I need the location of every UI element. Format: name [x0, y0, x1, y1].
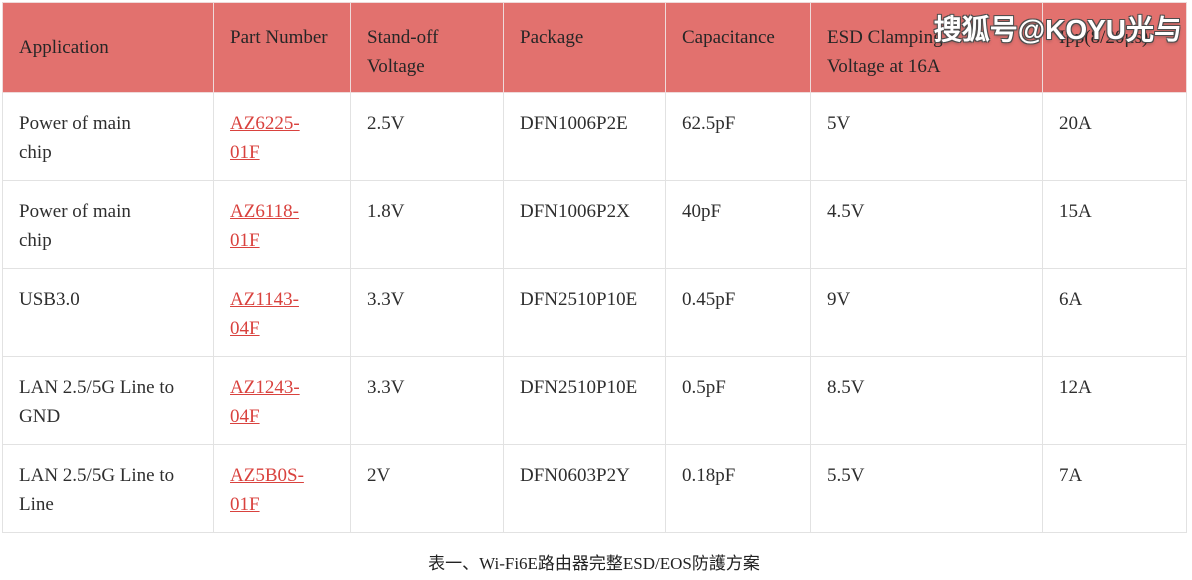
cell-ipp: 20A: [1042, 92, 1187, 181]
cell-standoff-voltage: 1.8V: [350, 180, 504, 269]
cell-esd-clamping-voltage: 5.5V: [810, 444, 1043, 533]
part-number-link[interactable]: AZ6225-01F: [230, 113, 300, 163]
cell-part-number: AZ1243-04F: [213, 356, 351, 445]
table-row: Power of main chip AZ6225-01F 2.5V DFN10…: [2, 92, 1187, 181]
cell-package: DFN1006P2E: [503, 92, 666, 181]
cell-esd-clamping-voltage: 4.5V: [810, 180, 1043, 269]
column-header-esd-clamping-voltage: ESD Clamping Voltage at 16A: [810, 2, 1043, 93]
cell-ipp: 7A: [1042, 444, 1187, 533]
column-header-esd-clamping-voltage-label: ESD Clamping Voltage at 16A: [827, 27, 943, 77]
cell-standoff-voltage: 3.3V: [350, 268, 504, 357]
part-number-link[interactable]: AZ5B0S-01F: [230, 465, 304, 515]
table-header: Application Part Number Stand-off Voltag…: [2, 2, 1187, 93]
column-header-part-number: Part Number: [213, 2, 351, 93]
header-row: Application Part Number Stand-off Voltag…: [2, 2, 1187, 93]
table-row: USB3.0 AZ1143-04F 3.3V DFN2510P10E 0.45p…: [2, 268, 1187, 357]
cell-part-number: AZ5B0S-01F: [213, 444, 351, 533]
column-header-ipp: Ipp(8/20μs): [1042, 2, 1187, 93]
cell-standoff-voltage: 2V: [350, 444, 504, 533]
part-number-link[interactable]: AZ1243-04F: [230, 377, 300, 427]
esd-solution-table: Application Part Number Stand-off Voltag…: [2, 2, 1187, 533]
cell-ipp: 15A: [1042, 180, 1187, 269]
cell-package: DFN2510P10E: [503, 268, 666, 357]
esd-solution-table-container: Application Part Number Stand-off Voltag…: [2, 2, 1187, 533]
table-row: Power of main chip AZ6118-01F 1.8V DFN10…: [2, 180, 1187, 269]
column-header-application: Application: [2, 2, 214, 93]
cell-capacitance: 0.18pF: [665, 444, 811, 533]
table-row: LAN 2.5/5G Line to GND AZ1243-04F 3.3V D…: [2, 356, 1187, 445]
cell-standoff-voltage: 3.3V: [350, 356, 504, 445]
cell-package: DFN0603P2Y: [503, 444, 666, 533]
cell-ipp: 12A: [1042, 356, 1187, 445]
cell-application: Power of main chip: [2, 180, 214, 269]
cell-capacitance: 0.5pF: [665, 356, 811, 445]
cell-standoff-voltage: 2.5V: [350, 92, 504, 181]
part-number-link[interactable]: AZ6118-01F: [230, 201, 299, 251]
cell-application: LAN 2.5/5G Line to Line: [2, 444, 214, 533]
cell-esd-clamping-voltage: 9V: [810, 268, 1043, 357]
cell-application: Power of main chip: [2, 92, 214, 181]
table-body: Power of main chip AZ6225-01F 2.5V DFN10…: [2, 92, 1187, 533]
cell-esd-clamping-voltage: 8.5V: [810, 356, 1043, 445]
cell-part-number: AZ6118-01F: [213, 180, 351, 269]
column-header-capacitance: Capacitance: [665, 2, 811, 93]
cell-part-number: AZ6225-01F: [213, 92, 351, 181]
cell-capacitance: 0.45pF: [665, 268, 811, 357]
cell-capacitance: 40pF: [665, 180, 811, 269]
column-header-standoff-voltage: Stand-off Voltage: [350, 2, 504, 93]
cell-package: DFN2510P10E: [503, 356, 666, 445]
cell-ipp: 6A: [1042, 268, 1187, 357]
cell-application: LAN 2.5/5G Line to GND: [2, 356, 214, 445]
cell-package: DFN1006P2X: [503, 180, 666, 269]
cell-capacitance: 62.5pF: [665, 92, 811, 181]
cell-application: USB3.0: [2, 268, 214, 357]
cell-part-number: AZ1143-04F: [213, 268, 351, 357]
cell-esd-clamping-voltage: 5V: [810, 92, 1043, 181]
table-row: LAN 2.5/5G Line to Line AZ5B0S-01F 2V DF…: [2, 444, 1187, 533]
table-caption: 表一、Wi-Fi6E路由器完整ESD/EOS防護方案: [428, 554, 760, 573]
part-number-link[interactable]: AZ1143-04F: [230, 289, 299, 339]
column-header-package: Package: [503, 2, 666, 93]
